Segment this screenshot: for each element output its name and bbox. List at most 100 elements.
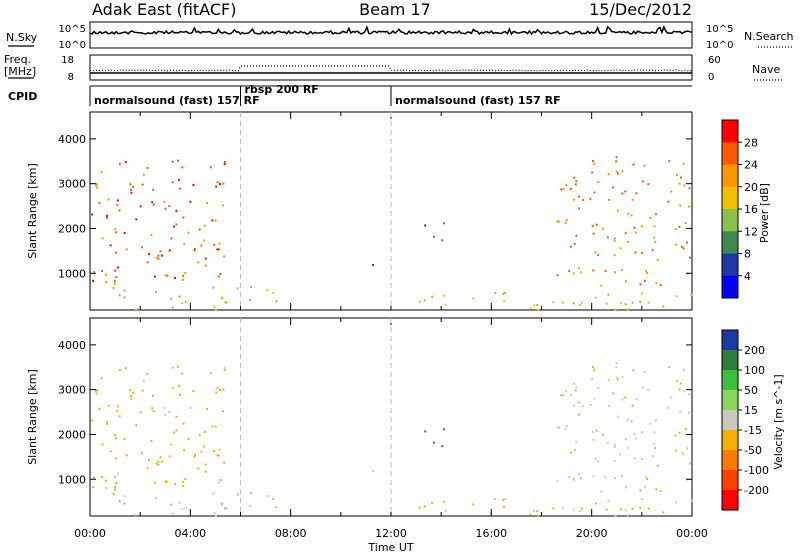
velocity-echo-pixel <box>159 456 162 459</box>
velocity-echo-pixel <box>560 394 563 397</box>
power-echo-pixel <box>681 245 684 248</box>
velocity-echo-pixel <box>606 442 609 445</box>
power-echo-pixel <box>682 247 685 250</box>
power-echo-pixel <box>607 173 610 176</box>
velocity-echo-pixel <box>181 484 184 487</box>
velocity-colorbar-swatch <box>722 430 738 451</box>
velocity-colorbar-swatch <box>722 330 738 351</box>
power-colorbar-tick-label: 12 <box>744 225 758 238</box>
power-echo-pixel <box>612 186 615 189</box>
power-echo-pixel <box>213 305 216 308</box>
velocity-echo-pixel <box>645 475 648 478</box>
power-axes: 1000 2000 3000 4000 <box>58 112 693 310</box>
velocity-echo-pixel <box>683 390 686 393</box>
velocity-echo-pixel <box>151 407 154 410</box>
power-echo-pixel <box>676 173 679 176</box>
power-echo-pixel <box>224 301 227 304</box>
velocity-echo-pixel <box>150 440 153 443</box>
velocity-echo-pixel <box>114 434 117 437</box>
velocity-echo-pixel <box>222 410 225 413</box>
power-colorbar-swatch <box>722 142 738 165</box>
velocity-echo-pixel <box>92 485 95 488</box>
velocity-echo-pixel <box>223 367 226 370</box>
freq-label-bottom: [MHz] <box>4 65 36 78</box>
velocity-echo-pixel <box>646 477 649 480</box>
power-echo-pixel <box>150 234 153 237</box>
power-echo-pixel <box>635 192 638 195</box>
power-echo-pixel <box>109 244 112 247</box>
velocity-echo-pixel <box>153 481 156 484</box>
velocity-echo-pixel <box>640 498 643 501</box>
power-colorbar-swatch <box>722 209 738 232</box>
power-colorbar-swatch <box>722 253 738 277</box>
velocity-echo-pixel <box>574 389 577 392</box>
power-echo-pixel <box>171 160 174 163</box>
power-colorbar-tick-label: 16 <box>744 203 758 216</box>
power-echo-pixel <box>443 294 446 297</box>
velocity-echo-pixel <box>107 404 110 407</box>
velocity-echo-pixel <box>224 507 227 510</box>
power-echo-pixel <box>114 280 117 283</box>
velocity-echo-pixel <box>248 504 251 507</box>
velocity-echo-pixel <box>197 467 200 470</box>
power-echo-pixel <box>129 183 132 186</box>
power-echo-pixel <box>624 303 627 306</box>
cpid-label: CPID <box>8 90 37 103</box>
velocity-echo-pixel <box>203 430 206 433</box>
velocity-echo-pixel <box>572 478 575 481</box>
power-echo-pixel <box>151 201 154 204</box>
velocity-echo-pixel <box>613 445 616 448</box>
velocity-echo-pixel <box>639 489 642 492</box>
velocity-echo-pixel <box>170 443 173 446</box>
nsearch-tick-low: 10^0 <box>706 40 733 51</box>
velocity-echo-pixel <box>635 398 638 401</box>
velocity-echo-pixel <box>580 507 583 510</box>
velocity-echo-pixel <box>675 449 678 452</box>
velocity-echo-pixel <box>565 390 568 393</box>
velocity-echo-pixel <box>114 437 117 440</box>
power-echo-pixel <box>591 171 594 174</box>
power-colorbar-tick-label: 4 <box>744 270 751 283</box>
velocity-echo-pixel <box>689 462 692 465</box>
velocity-colorbar: 200 100 50 15 -15 -50 -100 -200 <box>721 329 769 511</box>
power-echo-pixel <box>639 283 642 286</box>
velocity-echo-pixel <box>679 410 682 413</box>
power-echo-pixel <box>621 170 624 173</box>
velocity-echo-pixel <box>223 369 226 372</box>
power-echo-pixel <box>633 226 636 229</box>
power-echo-pixel <box>217 275 220 278</box>
power-echo-pixel <box>662 305 665 308</box>
power-echo-pixel <box>646 271 649 274</box>
power-echo-pixel <box>168 205 171 208</box>
power-echo-pixel <box>653 225 656 228</box>
power-echo-pixel <box>649 216 652 219</box>
power-echo-pixel <box>616 172 619 175</box>
velocity-echo-pixel <box>533 510 536 513</box>
velocity-echo-pixel <box>170 503 173 506</box>
power-echo-pixel <box>223 161 226 164</box>
power-echo-pixel <box>155 256 158 259</box>
velocity-echo-pixel <box>594 502 597 505</box>
power-echo-pixel <box>572 272 575 275</box>
time-tick-label: 16:00 <box>475 527 507 540</box>
power-echo-pixel <box>640 292 643 295</box>
power-echo-pixel <box>607 293 610 296</box>
velocity-echo-pixel <box>615 362 618 365</box>
velocity-echo-pixel <box>682 368 685 371</box>
power-echo-pixel <box>574 183 577 186</box>
velocity-echo-pixel <box>573 382 576 385</box>
power-echo-pixel <box>678 182 681 185</box>
velocity-echo-pixel <box>597 387 600 390</box>
power-echo-pixel <box>114 269 117 272</box>
power-echo-pixel <box>613 237 616 240</box>
velocity-echo-pixel <box>592 438 595 441</box>
power-echo-pixel <box>565 219 568 222</box>
power-echo-pixel <box>182 216 185 219</box>
velocity-echo-pixel <box>92 476 95 479</box>
velocity-echo-pixel <box>171 512 174 515</box>
velocity-echo-pixel <box>616 378 619 381</box>
power-echo-pixel <box>176 159 179 162</box>
power-echo-pixel <box>220 297 223 300</box>
velocity-echo-pixel <box>654 419 657 422</box>
velocity-echo-pixel <box>594 457 597 460</box>
